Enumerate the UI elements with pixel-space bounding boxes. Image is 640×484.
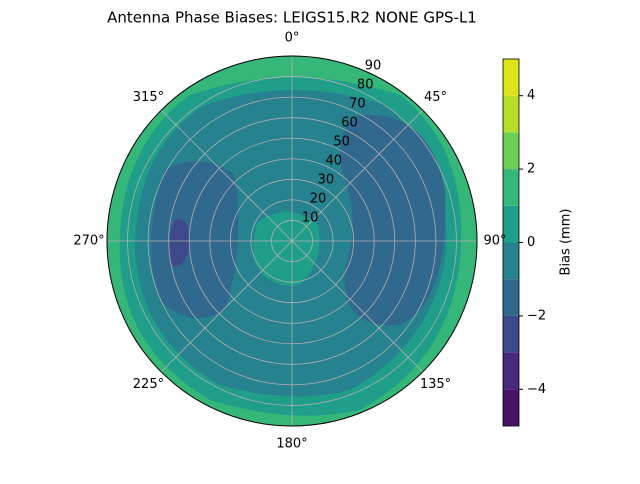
colorbar-tick-label: −4 <box>527 382 546 397</box>
contour-region <box>151 161 239 318</box>
r-tick-label: 60 <box>341 116 358 131</box>
colorbar-tick-label: 2 <box>527 162 535 177</box>
r-tick-label: 70 <box>349 97 366 112</box>
colorbar-swatch <box>503 59 519 96</box>
colorbar-swatch <box>503 352 519 390</box>
colorbar-swatch <box>503 315 519 353</box>
polar-frame <box>106 55 478 427</box>
colorbar-swatch <box>503 242 519 280</box>
colorbar-swatch <box>503 279 519 316</box>
grid <box>106 55 478 427</box>
colorbar: −4 −2 0 2 4 <box>502 58 546 427</box>
theta-tick-label: 270° <box>73 234 104 249</box>
colorbar-tick-label: −2 <box>527 308 546 323</box>
theta-tick-label: 225° <box>133 377 164 392</box>
colorbar-tick-label: 4 <box>527 88 535 103</box>
theta-tick-label: 0° <box>285 31 300 46</box>
theta-tick-label: 315° <box>133 90 164 105</box>
colorbar-tick-label: 0 <box>527 235 535 250</box>
contour-region <box>169 219 190 266</box>
colorbar-swatch <box>503 205 519 243</box>
theta-tick-label: 45° <box>424 90 447 105</box>
r-tick-label: 50 <box>333 135 350 150</box>
r-tick-label: 80 <box>357 78 374 93</box>
r-tick-label: 10 <box>302 211 319 226</box>
theta-grid-line <box>291 109 424 242</box>
r-tick-label: 20 <box>310 192 327 207</box>
theta-tick-label: 180° <box>276 437 307 452</box>
colorbar-label: Bias (mm) <box>559 209 574 276</box>
theta-grid-line <box>291 240 424 373</box>
theta-grid-line <box>160 109 293 242</box>
theta-grid-line <box>160 240 293 373</box>
colorbar-swatch <box>503 169 519 206</box>
theta-tick-label: 90° <box>483 234 506 249</box>
chart-title: Antenna Phase Biases: LEIGS15.R2 NONE GP… <box>107 9 477 27</box>
colorbar-swatch <box>503 95 519 133</box>
r-tick-label: 90 <box>365 59 382 74</box>
theta-tick-label: 135° <box>420 377 451 392</box>
r-tick-label: 30 <box>318 173 335 188</box>
colorbar-swatch <box>503 132 519 170</box>
r-tick-label: 40 <box>325 154 342 169</box>
colorbar-swatch <box>503 389 519 426</box>
